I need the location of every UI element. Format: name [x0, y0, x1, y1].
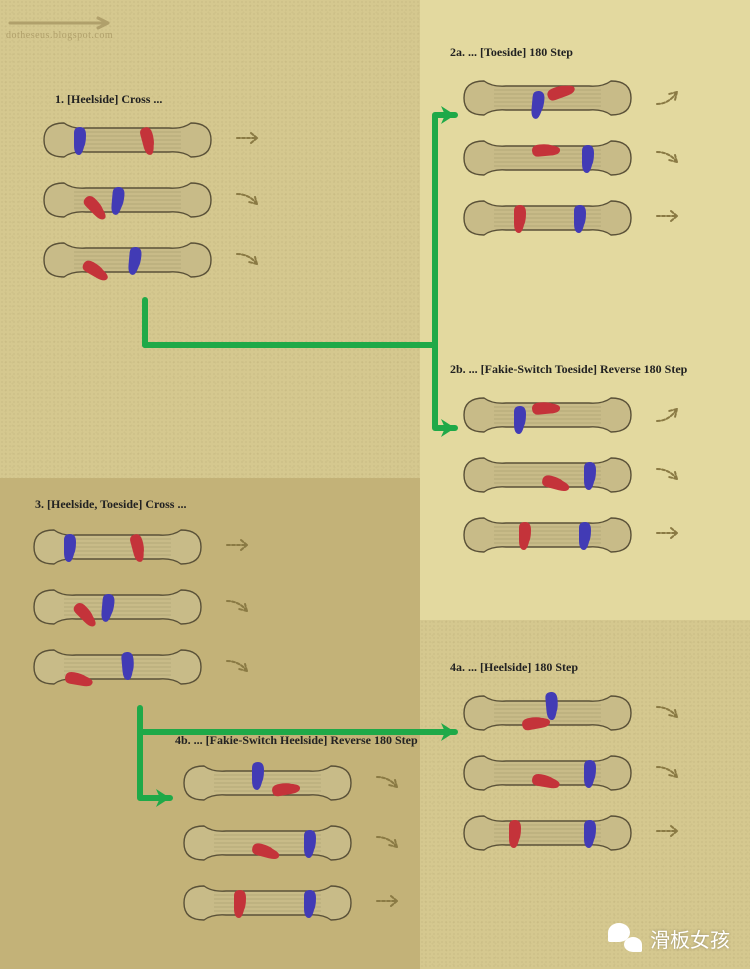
foot-blue — [572, 201, 588, 235]
wechat-label: 滑板女孩 — [650, 924, 730, 953]
foot-blue — [72, 123, 88, 157]
board-s4b-0 — [180, 763, 355, 803]
dir-arrow-s1-1 — [235, 190, 265, 210]
board-s3-2 — [30, 647, 205, 687]
foot-red — [517, 518, 533, 552]
board-s4b-2 — [180, 883, 355, 923]
label-s4a: 4a. ... [Heelside] 180 Step — [450, 660, 578, 675]
header-arrow — [8, 16, 128, 30]
label-s2b: 2b. ... [Fakie-Switch Toeside] Reverse 1… — [450, 362, 687, 377]
label-s2a: 2a. ... [Toeside] 180 Step — [450, 45, 573, 60]
wechat-credit: 滑板女孩 — [608, 921, 730, 955]
dir-arrow-s3-0 — [225, 537, 255, 553]
foot-red — [527, 399, 562, 418]
watermark-text: dotheseus.blogspot.com — [6, 30, 113, 41]
board-s4a-0 — [460, 693, 635, 733]
board-s1-0 — [40, 120, 215, 160]
board-s2a-1 — [460, 138, 635, 178]
dir-arrow-s2b-1 — [655, 465, 685, 485]
foot-red — [527, 141, 562, 160]
dir-arrow-s3-2 — [225, 657, 255, 677]
dir-arrow-s2a-0 — [655, 88, 685, 108]
foot-blue — [126, 242, 145, 277]
dir-arrow-s2a-1 — [655, 148, 685, 168]
board-s2a-2 — [460, 198, 635, 238]
foot-red — [507, 816, 523, 850]
foot-red — [512, 201, 528, 235]
foot-blue — [582, 756, 598, 790]
foot-blue — [302, 826, 318, 860]
foot-blue — [62, 530, 78, 564]
dir-arrow-s1-2 — [235, 250, 265, 270]
board-s3-1 — [30, 587, 205, 627]
foot-blue — [580, 141, 596, 175]
foot-blue — [582, 458, 598, 492]
dir-arrow-s1-0 — [235, 130, 265, 146]
dir-arrow-s4b-2 — [375, 893, 405, 909]
board-s1-2 — [40, 240, 215, 280]
foot-blue — [302, 886, 318, 920]
label-s4b: 4b. ... [Fakie-Switch Heelside] Reverse … — [175, 733, 418, 748]
dir-arrow-s4a-2 — [655, 823, 685, 839]
foot-blue — [250, 758, 266, 792]
board-s4a-2 — [460, 813, 635, 853]
dir-arrow-s3-1 — [225, 597, 255, 617]
board-s2b-2 — [460, 515, 635, 555]
dir-arrow-s4b-0 — [375, 773, 405, 793]
board-s3-0 — [30, 527, 205, 567]
wechat-icon — [608, 921, 642, 955]
dir-arrow-s4a-1 — [655, 763, 685, 783]
dir-arrow-s2b-2 — [655, 525, 685, 541]
board-s2a-0 — [460, 78, 635, 118]
dir-arrow-s4a-0 — [655, 703, 685, 723]
foot-red — [232, 886, 248, 920]
foot-blue — [577, 518, 593, 552]
foot-blue — [582, 816, 598, 850]
label-s3: 3. [Heelside, Toeside] Cross ... — [35, 497, 186, 512]
foot-blue — [119, 647, 138, 682]
foot-blue — [512, 402, 528, 436]
dir-arrow-s4b-1 — [375, 833, 405, 853]
dir-arrow-s2a-2 — [655, 208, 685, 224]
board-s4a-1 — [460, 753, 635, 793]
label-s1: 1. [Heelside] Cross ... — [55, 92, 162, 107]
board-s2b-1 — [460, 455, 635, 495]
dir-arrow-s2b-0 — [655, 405, 685, 425]
board-s1-1 — [40, 180, 215, 220]
board-s4b-1 — [180, 823, 355, 863]
board-s2b-0 — [460, 395, 635, 435]
